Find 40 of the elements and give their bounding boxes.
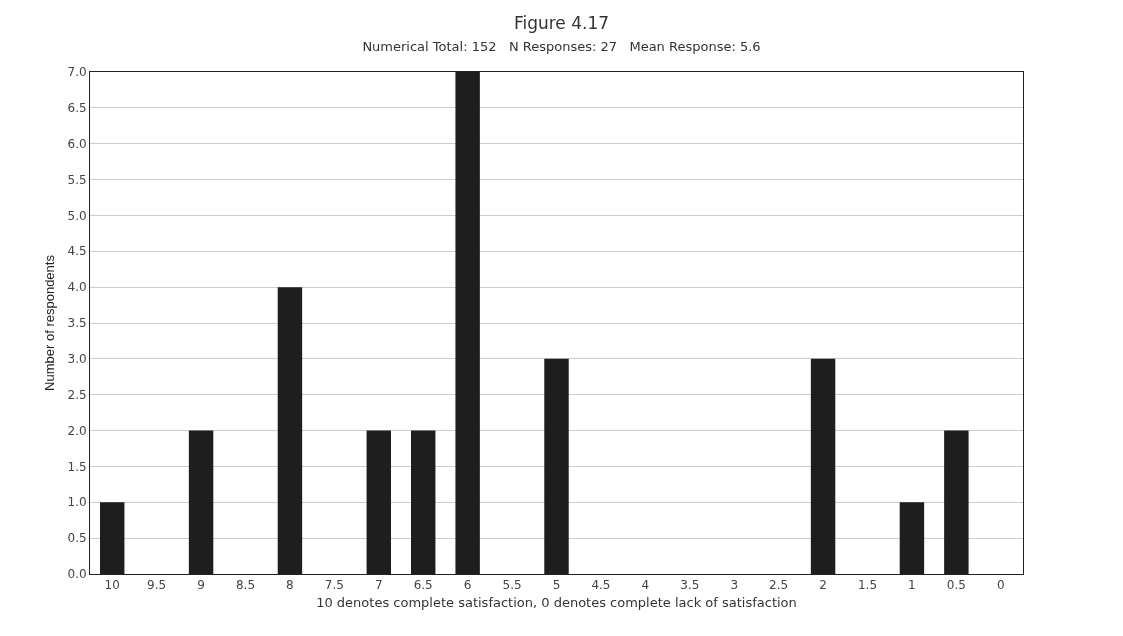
x-tick-label: 3.5 (680, 578, 700, 593)
x-tick-label: 4 (641, 578, 650, 593)
x-tick-label: 7 (374, 578, 383, 593)
x-tick-label: 0 (996, 578, 1005, 593)
y-tick-label: 1.5 (67, 459, 87, 474)
x-tick-label: 9 (197, 578, 205, 593)
y-tick-label: 4.5 (67, 244, 87, 259)
y-tick-label: 6.5 (67, 101, 87, 116)
x-tick-label: 2 (819, 578, 827, 593)
y-tick-label: 6.0 (67, 136, 87, 151)
y-tick-label: 5.5 (67, 172, 87, 187)
x-tick-label: 1.5 (857, 578, 878, 593)
x-tick-label: 6.5 (413, 578, 433, 593)
x-tick-label: 5 (552, 578, 561, 593)
x-tick-label: 4.5 (591, 578, 611, 593)
x-tick-label: 7.5 (324, 578, 344, 593)
y-tick-label: 0.0 (67, 567, 87, 582)
y-tick-label: 2.0 (67, 423, 87, 438)
x-tick-label: 1 (908, 578, 916, 593)
x-tick-label: 2.5 (769, 578, 789, 593)
y-tick-label: 3.0 (67, 352, 87, 367)
x-tick-label: 3 (730, 578, 739, 593)
x-axis-title: 10 denotes complete satisfaction, 0 denotes complete lack of satisfaction (316, 595, 797, 610)
x-tick-label: 8.5 (235, 578, 256, 593)
y-tick-label: 1.0 (67, 495, 87, 510)
chart-subtitle: Numerical Total: 152 N Responses: 27 Mean Response: 5.6 (362, 38, 761, 54)
x-tick-label: 9.5 (147, 578, 167, 593)
y-tick-label: 3.5 (67, 316, 87, 331)
x-tick-label: 6 (463, 578, 472, 593)
x-tick-label: 10 (104, 578, 120, 593)
y-tick-label: 0.5 (67, 531, 87, 546)
x-tick-label: 8 (286, 578, 294, 593)
y-tick-label: 5.0 (67, 208, 87, 223)
y-axis-title: Number of respondents (42, 254, 57, 391)
y-tick-label: 7.0 (67, 65, 87, 80)
x-tick-label: 0.5 (946, 578, 966, 593)
y-tick-label: 2.5 (67, 387, 87, 402)
chart-title: Figure 4.17 (513, 12, 610, 33)
x-tick-label: 5.5 (502, 578, 522, 593)
y-tick-label: 4.0 (67, 280, 87, 295)
